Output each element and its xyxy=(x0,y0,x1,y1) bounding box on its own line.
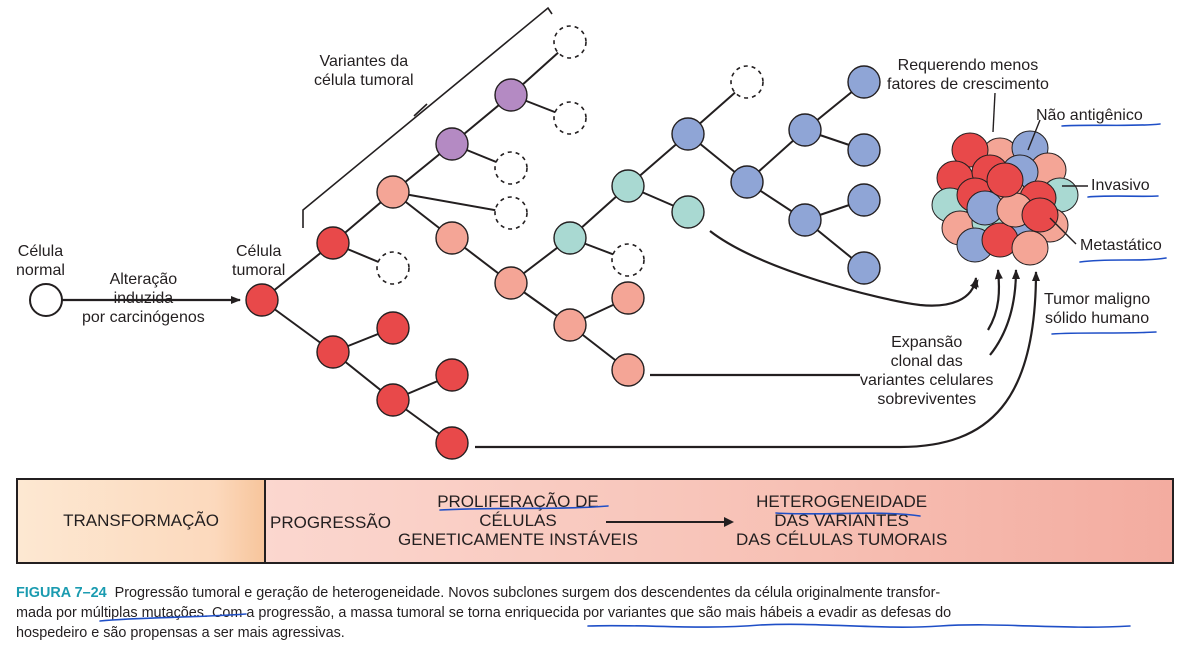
cell-node xyxy=(435,127,469,161)
clonal-expansion-arrows xyxy=(62,230,1040,449)
dead-cell-node xyxy=(494,196,528,230)
malignant-tumor-label: Tumor maligno sólido humano xyxy=(1044,291,1151,327)
cell-node xyxy=(730,165,764,199)
cell-node xyxy=(376,175,410,209)
progression-label: PROGRESSÃO xyxy=(270,513,391,532)
cell-node xyxy=(494,266,528,300)
transformation-stage: TRANSFORMAÇÃO xyxy=(18,480,266,562)
stage-bar: TRANSFORMAÇÃO PROGRESSÃO PROLIFERAÇÃO DE… xyxy=(16,478,1174,564)
cell-node xyxy=(376,383,410,417)
tumor-cell xyxy=(1011,230,1049,266)
caption-line-2: mada por múltiplas mutações. Com a progr… xyxy=(16,605,952,621)
figure-number: FIGURA 7–24 xyxy=(16,585,107,601)
cell-node xyxy=(245,283,279,317)
callout-lines xyxy=(992,92,1088,245)
dead-cell-node xyxy=(730,65,764,99)
cell-node xyxy=(847,133,881,167)
cell-node xyxy=(553,308,587,342)
dead-cell-node xyxy=(553,101,587,135)
figure-caption: FIGURA 7–24 Progressão tumoral e geração … xyxy=(16,583,1176,643)
fewer-growth-factors-label: Requerendo menos fatores de crescimento xyxy=(887,57,1049,93)
dead-cell-node xyxy=(376,251,410,285)
normal-cell-label: Célula normal xyxy=(16,243,65,279)
invasive-label: Invasivo xyxy=(1091,177,1150,194)
dead-cell-node xyxy=(494,151,528,185)
cell-node xyxy=(316,335,350,369)
normal-cell xyxy=(29,283,63,317)
metastatic-label: Metastático xyxy=(1080,237,1162,254)
tree-edge xyxy=(392,191,512,214)
stage-arrow xyxy=(606,517,734,527)
lineage-tree-nodes xyxy=(245,25,881,460)
non-antigenic-label: Não antigênico xyxy=(1036,107,1143,124)
cell-node xyxy=(611,169,645,203)
solid-tumor-mass xyxy=(931,130,1079,266)
cell-node xyxy=(788,203,822,237)
variants-bracket-pointer xyxy=(413,103,428,117)
cell-node xyxy=(847,65,881,99)
dead-cell-node xyxy=(553,25,587,59)
tumor-cell xyxy=(1021,197,1059,233)
cell-node xyxy=(847,183,881,217)
cell-node xyxy=(435,426,469,460)
dead-cell-node xyxy=(611,243,645,277)
cell-node xyxy=(435,358,469,392)
clonal-expansion-label: Expansão clonal das variantes celulares so… xyxy=(860,334,994,408)
caption-line-3: hospedeiro e são propensas a ser mais ag… xyxy=(16,625,345,641)
cell-node xyxy=(671,195,705,229)
tumor-progression-diagram xyxy=(29,6,1088,460)
variants-label: Variantes da célula tumoral xyxy=(314,53,414,89)
heterogeneity-label: HETEROGENEIDADE DAS VARIANTES DAS CÉLULAS … xyxy=(736,492,948,549)
cell-node xyxy=(494,78,528,112)
cell-node xyxy=(671,117,705,151)
tumor-cell-label: Célula tumoral xyxy=(232,243,286,279)
transformation-label: TRANSFORMAÇÃO xyxy=(63,511,219,530)
cell-node xyxy=(435,221,469,255)
variants-bracket xyxy=(302,6,553,228)
alteration-label: Alteração induzida por carcinógenos xyxy=(82,271,205,326)
cell-node xyxy=(788,113,822,147)
cell-node xyxy=(316,226,350,260)
cell-node xyxy=(611,353,645,387)
cell-node xyxy=(611,281,645,315)
caption-line-1: Progressão tumoral e geração de heteroge… xyxy=(114,585,941,601)
cell-node xyxy=(376,311,410,345)
proliferation-label: PROLIFERAÇÃO DE CÉLULAS GENETICAMENTE INST… xyxy=(398,492,638,549)
cell-node xyxy=(553,221,587,255)
progression-stage: PROGRESSÃO PROLIFERAÇÃO DE CÉLULAS GENETIC… xyxy=(266,480,1172,562)
cell-node xyxy=(847,251,881,285)
tumor-cell xyxy=(986,162,1024,198)
